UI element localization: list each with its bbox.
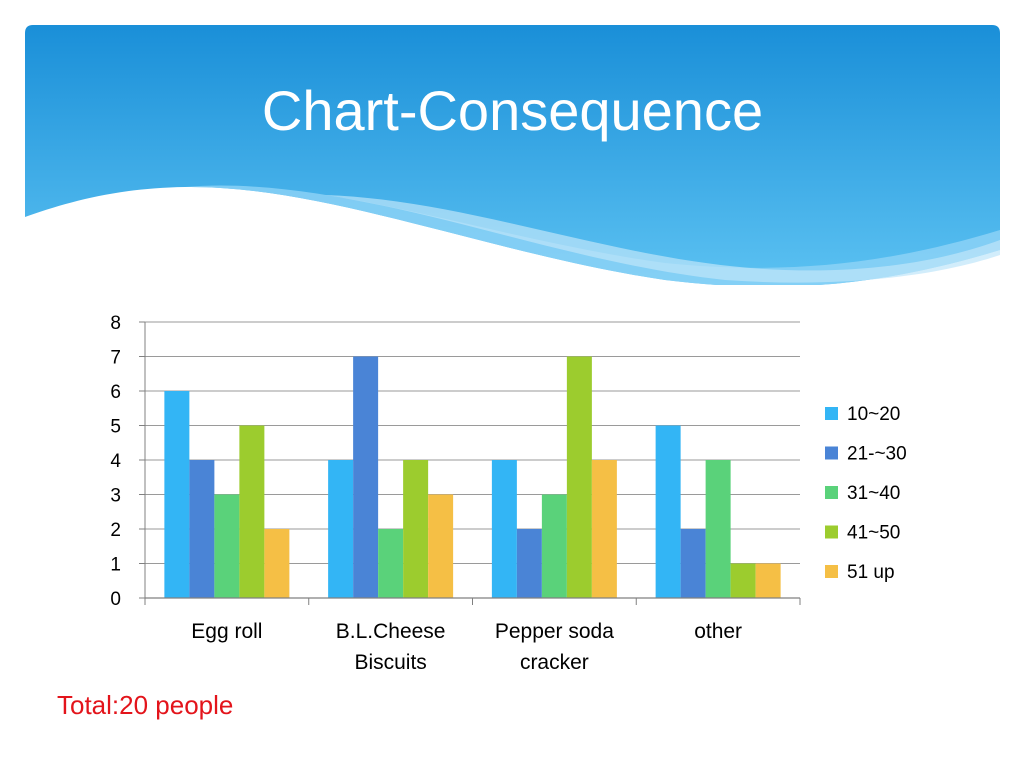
- bar-10~20: [328, 460, 354, 598]
- legend-swatch: [825, 446, 838, 460]
- bar-41~50: [239, 425, 265, 598]
- bar-51 up: [755, 563, 781, 598]
- legend-label: 51 up: [847, 562, 895, 583]
- legend-swatch: [825, 565, 838, 578]
- bar-31~40: [705, 460, 731, 598]
- bar-10~20: [164, 391, 190, 598]
- x-category-label: other: [694, 620, 742, 643]
- total-note: Total:20 people: [57, 690, 234, 720]
- bar-41~50: [730, 563, 756, 598]
- legend-label: 31~40: [847, 483, 900, 504]
- bar-31~40: [214, 494, 240, 598]
- bar-51 up: [428, 494, 454, 598]
- y-tick-label: 5: [110, 417, 121, 438]
- legend-swatch: [825, 486, 838, 499]
- legend-label: 21-~30: [847, 444, 907, 465]
- x-category-label: Egg roll: [191, 620, 262, 643]
- y-tick-label: 6: [110, 382, 121, 403]
- bar-31~40: [541, 494, 567, 598]
- x-category-label: Pepper soda: [495, 620, 614, 643]
- y-tick-label: 0: [110, 589, 121, 610]
- slide-title: Chart-Consequence: [261, 79, 764, 142]
- y-tick-label: 2: [110, 520, 121, 541]
- chart-axes: 0 1 2 3 4 5 6 7 8 Egg roll B.L.Cheese Biscuits Peppe…: [110, 313, 801, 674]
- legend-label: 41~50: [847, 523, 900, 544]
- y-tick-label: 4: [110, 451, 121, 472]
- chart-legend: 10~20 21-~30 31~40 41~50 51 up: [825, 404, 907, 583]
- bar-10~20: [491, 460, 517, 598]
- bar-21-~30: [353, 356, 379, 598]
- bar-10~20: [655, 425, 681, 598]
- bar-21-~30: [516, 529, 542, 598]
- bar-41~50: [403, 460, 429, 598]
- y-tick-label: 1: [110, 555, 121, 576]
- bar-41~50: [566, 356, 592, 598]
- y-tick-label: 8: [110, 313, 121, 334]
- title-banner: [25, 25, 1000, 285]
- bar-51 up: [591, 460, 617, 598]
- bar-51 up: [264, 529, 290, 598]
- y-tick-label: 7: [110, 348, 121, 369]
- bar-21-~30: [189, 460, 215, 598]
- wave-banner: [25, 25, 1000, 285]
- x-category-label: B.L.Cheese: [336, 620, 446, 643]
- bar-21-~30: [680, 529, 706, 598]
- chart-bars: [164, 356, 781, 598]
- x-category-label: cracker: [520, 651, 589, 674]
- x-category-label: Biscuits: [354, 651, 426, 674]
- bar-31~40: [378, 529, 404, 598]
- legend-label: 10~20: [847, 404, 900, 425]
- y-tick-label: 3: [110, 486, 121, 507]
- legend-swatch: [825, 407, 838, 420]
- legend-swatch: [825, 525, 838, 539]
